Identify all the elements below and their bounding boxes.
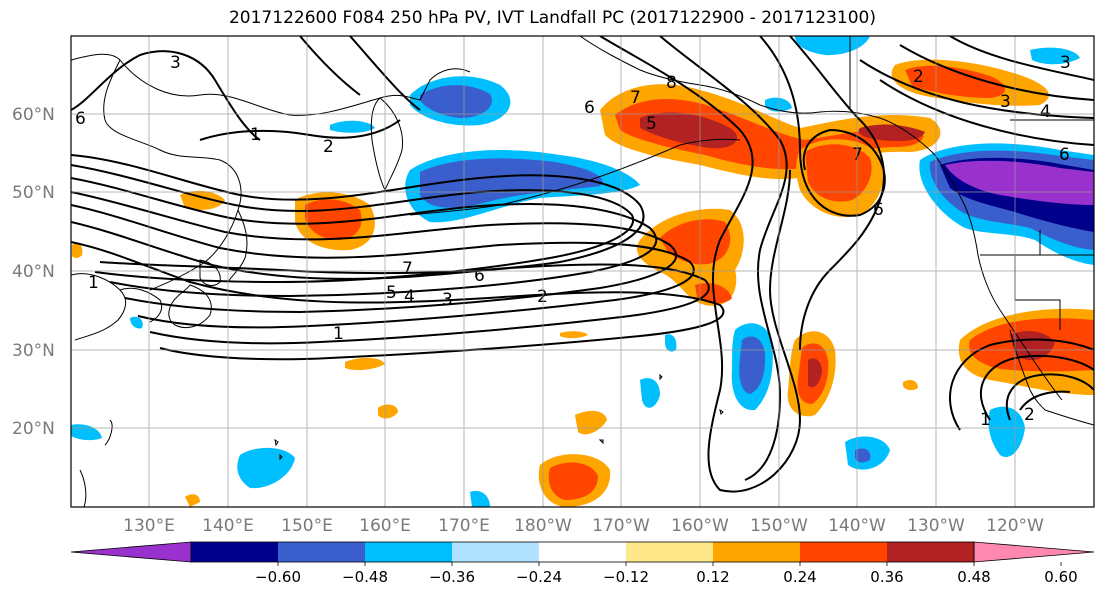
lat-label: 30°N (12, 341, 55, 361)
contour-label: 6 (474, 266, 485, 286)
colorbar-outline (190, 541, 975, 563)
contour-label: 6 (75, 109, 86, 129)
lon-label: 130°E (123, 516, 175, 536)
map-title: 2017122600 F084 250 hPa PV, IVT Landfall… (228, 8, 876, 28)
colorbar-tick-label: 0.60 (1044, 568, 1077, 586)
colorbar-tick-label: 0.12 (696, 568, 729, 586)
pv-contours (71, 36, 1094, 493)
lon-label: 180°W (514, 516, 572, 536)
contour-label: 6 (873, 200, 884, 220)
colorbar-tick-label: −0.24 (516, 568, 562, 586)
contour-label: 3 (442, 290, 453, 310)
contour-label: 2 (323, 137, 334, 157)
lon-label: 150°W (750, 516, 808, 536)
lon-label: 140°E (202, 516, 254, 536)
colorbar-tick-label: −0.48 (342, 568, 388, 586)
contour-label: 1 (250, 125, 261, 145)
contour-label: 4 (404, 287, 415, 307)
colorbar (70, 541, 1095, 563)
colorbar-segment (452, 542, 540, 562)
lat-label: 20°N (12, 419, 55, 439)
colorbar-tick-label: −0.60 (255, 568, 301, 586)
colorbar-segment (278, 542, 366, 562)
lon-label: 130°W (907, 516, 965, 536)
colorbar-tick-label: −0.36 (429, 568, 475, 586)
colorbar-extend-high (973, 541, 1095, 563)
contour-label: 1 (88, 273, 99, 293)
colorbar-segment (539, 542, 627, 562)
lat-label: 50°N (12, 183, 55, 203)
colorbar-segment (365, 542, 453, 562)
contour-label: 3 (1060, 53, 1071, 73)
lon-label: 170°E (438, 516, 490, 536)
lat-label: 40°N (12, 262, 55, 282)
lon-label: 150°E (281, 516, 333, 536)
contour-label: 1 (980, 410, 991, 430)
lon-label: 120°W (986, 516, 1044, 536)
contour-label: 3 (1000, 92, 1011, 112)
colorbar-tick-label: 0.36 (870, 568, 903, 586)
lon-label: 160°E (359, 516, 411, 536)
colorbar-ticks: −0.60 −0.48 −0.36 −0.24 −0.12 0.12 0.24 0.36 0.4… (255, 562, 1078, 586)
longitude-labels: 130°E 140°E 150°E 160°E 170°E 180°W 170°… (123, 516, 1044, 536)
contour-label: 3 (170, 53, 181, 73)
lon-label: 170°W (592, 516, 650, 536)
plot-frame (70, 35, 1095, 508)
contour-label: 2 (1024, 405, 1035, 425)
contour-label: 6 (1059, 145, 1070, 165)
colorbar-segment (713, 542, 801, 562)
contour-label: 8 (666, 73, 677, 93)
contour-label: 5 (646, 114, 657, 134)
contour-label: 1 (333, 324, 344, 344)
contour-label: 7 (402, 259, 413, 279)
colorbar-segment (887, 542, 975, 562)
lon-label: 160°W (671, 516, 729, 536)
colorbar-tick-label: 0.24 (783, 568, 816, 586)
contour-label: 2 (913, 67, 924, 87)
contour-label: 7 (630, 88, 641, 108)
latitude-labels: 60°N 50°N 40°N 30°N 20°N (12, 105, 55, 439)
gridlines (71, 36, 1094, 507)
contour-label: 6 (584, 98, 595, 118)
colorbar-segment (800, 542, 888, 562)
contour-label: 5 (386, 283, 397, 303)
lon-label: 140°W (828, 516, 886, 536)
colorbar-segment (626, 542, 714, 562)
contour-label: 2 (537, 287, 548, 307)
contour-label: 4 (1040, 102, 1051, 122)
colorbar-extend-low (70, 541, 192, 563)
lat-label: 60°N (12, 105, 55, 125)
colorbar-tick-label: 0.48 (957, 568, 990, 586)
contour-labels: 3 1 2 7 6 5 4 3 2 1 6 7 8 5 7 6 6 3 4 2 … (75, 53, 1071, 430)
colorbar-tick-label: −0.12 (603, 568, 649, 586)
colorbar-segment (191, 542, 279, 562)
